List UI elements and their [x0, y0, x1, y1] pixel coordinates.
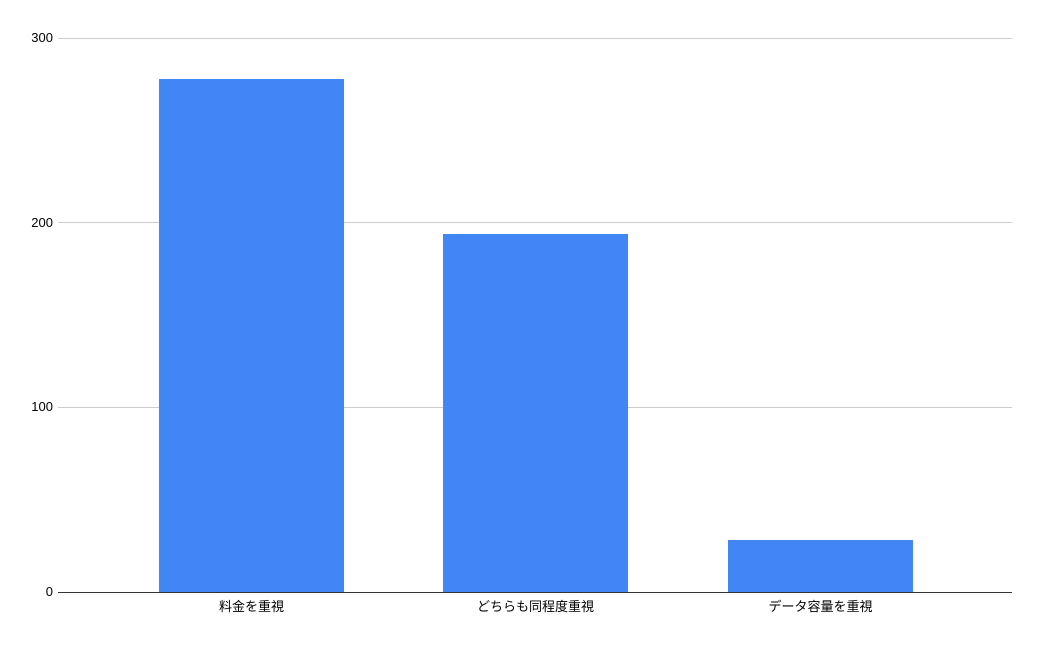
y-axis-tick-label: 100: [31, 399, 53, 415]
bar: [443, 233, 628, 592]
y-axis-tick-label: 200: [31, 214, 53, 230]
gridline: [58, 37, 1012, 39]
x-axis-category-label: 料金を重視: [218, 599, 285, 614]
bar: [159, 78, 344, 592]
x-axis-category-label: データ容量を重視: [768, 599, 873, 614]
x-axis-category-label: どちらも同程度重視: [476, 599, 595, 614]
x-axis-line: [58, 591, 1012, 593]
bar: [728, 540, 913, 592]
y-axis-tick-label: 300: [31, 30, 53, 45]
gridline: [58, 222, 1012, 224]
y-axis-tick-label: 0: [45, 584, 53, 599]
